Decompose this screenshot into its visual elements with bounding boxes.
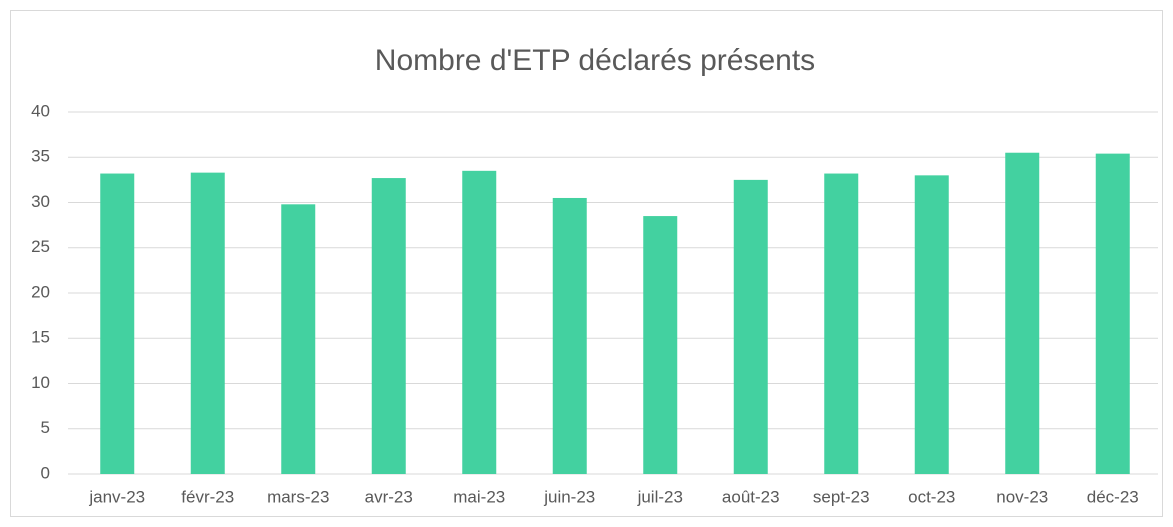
bar	[371, 178, 406, 474]
bar	[1095, 153, 1130, 474]
bar	[824, 173, 859, 475]
y-tick-label: 35	[31, 147, 50, 166]
bar	[1005, 152, 1040, 474]
x-tick-label: août-23	[722, 487, 780, 506]
y-tick-label: 30	[31, 192, 50, 211]
y-tick-label: 0	[41, 463, 50, 482]
x-tick-label: mai-23	[453, 487, 505, 506]
x-tick-label: janv-23	[88, 487, 145, 506]
bar	[462, 170, 497, 474]
y-tick-label: 20	[31, 282, 50, 301]
x-tick-label: mars-23	[267, 487, 329, 506]
chart-title: Nombre d'ETP déclarés présents	[375, 44, 815, 77]
x-tick-label: déc-23	[1087, 487, 1139, 506]
y-tick-label: 5	[41, 418, 50, 437]
bar	[552, 197, 587, 474]
x-tick-label: févr-23	[181, 487, 234, 506]
x-tick-label: juin-23	[543, 487, 595, 506]
bar	[733, 179, 768, 474]
x-tick-label: avr-23	[365, 487, 413, 506]
bar	[643, 216, 678, 474]
x-tick-label: sept-23	[813, 487, 870, 506]
x-tick-label: juil-23	[637, 487, 683, 506]
y-tick-label: 25	[31, 237, 50, 256]
x-tick-label: nov-23	[996, 487, 1048, 506]
bar	[190, 172, 225, 474]
bar	[100, 173, 135, 475]
x-tick-label: oct-23	[908, 487, 955, 506]
y-tick-label: 40	[31, 101, 50, 120]
bar	[281, 204, 316, 474]
y-tick-label: 15	[31, 328, 50, 347]
bar	[914, 175, 949, 474]
y-tick-label: 10	[31, 373, 50, 392]
